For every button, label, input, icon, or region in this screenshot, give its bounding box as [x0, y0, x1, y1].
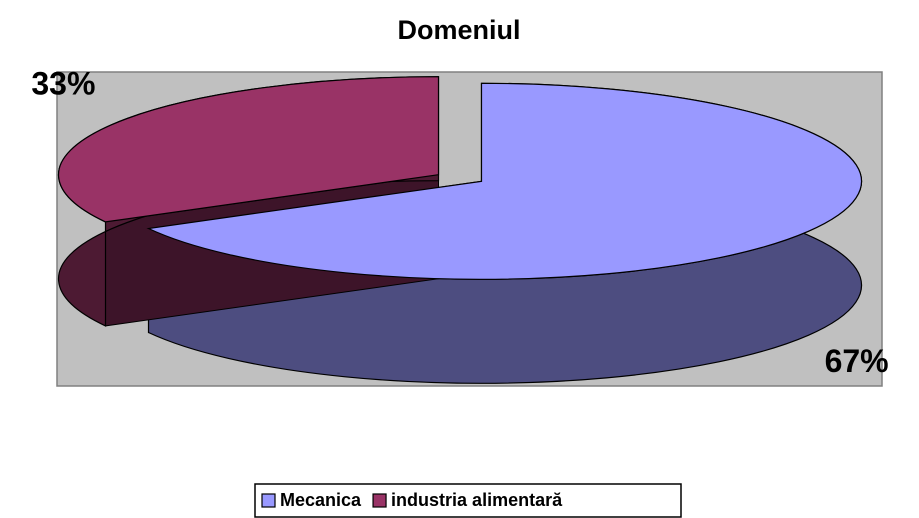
pie [57, 76, 863, 384]
legend-label: industria alimentară [391, 490, 563, 510]
data-label: 33% [31, 66, 95, 102]
legend-swatch [372, 493, 387, 508]
slice-top [57, 76, 440, 223]
data-label: 67% [825, 343, 889, 379]
chart-title: Domeniul [397, 15, 520, 45]
legend-label: Mecanica [280, 490, 362, 510]
legend [254, 483, 682, 518]
legend-swatch [261, 493, 276, 508]
slice-top [146, 82, 863, 280]
legend-items: Mecanica industria alimentară [261, 490, 563, 510]
